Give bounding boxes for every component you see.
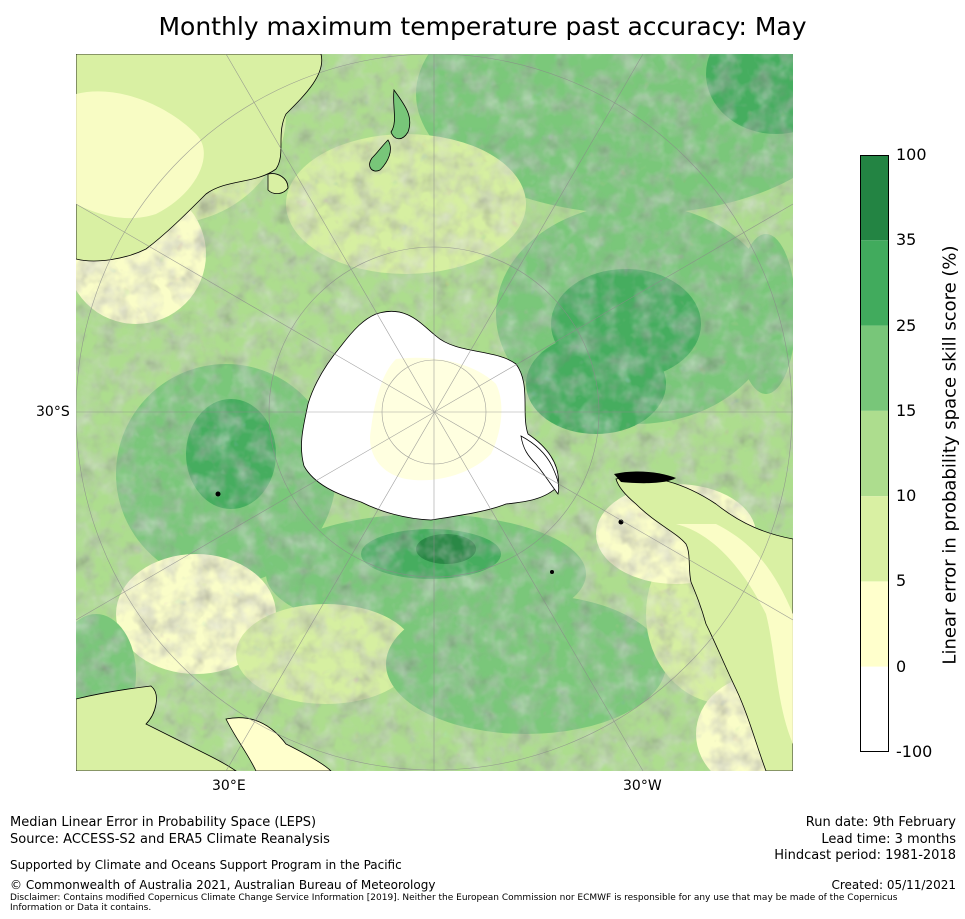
footer-support: Supported by Climate and Oceans Support … — [10, 858, 402, 872]
colorbar-tick-label: 0 — [896, 656, 907, 676]
falkland-islands — [614, 471, 676, 484]
graticule — [76, 54, 793, 771]
colorbar-bin — [860, 410, 889, 497]
colorbar-bin — [860, 496, 889, 582]
colorbar-bin — [860, 155, 889, 241]
lon-label-30e: 30°E — [212, 778, 246, 794]
colorbar-frame — [860, 155, 889, 752]
antarctic-peninsula — [520, 435, 560, 495]
south-sandwich-island — [550, 570, 554, 574]
colorbar-tick-label: 35 — [896, 230, 917, 250]
kerguelen-island — [215, 491, 221, 497]
lon-label-30w: 30°W — [623, 778, 662, 794]
colorbar-tick-label: 5 — [896, 571, 907, 591]
antarctica-interior-pale — [370, 357, 502, 481]
colorbar-bin — [860, 666, 889, 752]
madagascar-land — [225, 717, 332, 771]
colorbar-tick-label: 10 — [896, 486, 917, 506]
footer-hindcast: Hindcast period: 1981-2018 — [774, 848, 956, 863]
colorbar-bin — [860, 325, 889, 411]
colorbar-tick-label: 100 — [896, 145, 927, 164]
colorbar-label: Linear error in probability space skill … — [939, 245, 961, 665]
colorbar-tick-label: -100 — [896, 742, 933, 761]
colorbar-bin — [860, 581, 889, 667]
colorbar-bin — [860, 240, 889, 326]
footer-lead-time: Lead time: 3 months — [821, 832, 956, 847]
lat-label-30s: 30°S — [36, 404, 70, 420]
new-zealand-south — [369, 139, 391, 172]
new-zealand-north — [390, 88, 411, 140]
footer-disclaimer: Disclaimer: Contains modified Copernicus… — [10, 893, 898, 913]
colorbar-tick-label: 15 — [896, 400, 917, 420]
chart-title: Monthly maximum temperature past accurac… — [158, 12, 807, 41]
colorbar-tick-label: 25 — [896, 315, 917, 335]
footer-run-date: Run date: 9th February — [805, 815, 956, 830]
tasmania-land — [267, 173, 289, 194]
footer-source: Source: ACCESS-S2 and ERA5 Climate Reana… — [10, 832, 330, 847]
footer-leps: Median Linear Error in Probability Space… — [10, 815, 317, 830]
colorbar — [860, 155, 889, 752]
footer-copyright: © Commonwealth of Australia 2021, Austra… — [10, 878, 436, 892]
footer-created: Created: 05/11/2021 — [831, 878, 956, 892]
africa-land — [76, 685, 237, 771]
skill-score-map — [76, 54, 793, 771]
